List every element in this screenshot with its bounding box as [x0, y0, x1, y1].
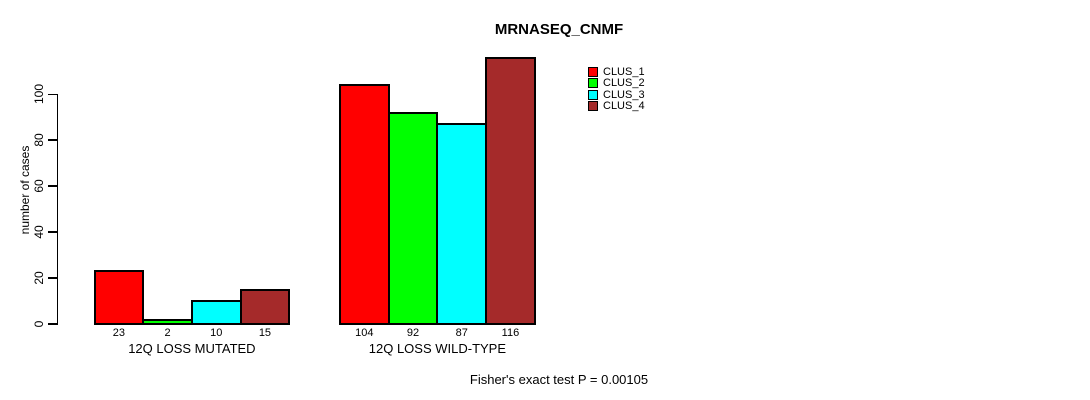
y-axis-tick-label: 80 — [32, 133, 46, 147]
y-axis-line — [56, 93, 58, 325]
bar-value-label: 2 — [164, 327, 171, 339]
y-axis-tick-label: 0 — [32, 320, 46, 328]
y-axis-tick — [48, 139, 58, 141]
legend-swatch-clus_4 — [588, 100, 598, 111]
legend-label-clus_1: CLUS_1 — [603, 66, 645, 78]
y-axis-tick — [48, 185, 58, 187]
legend-swatch-clus_1 — [588, 67, 598, 77]
chart-title: MRNASEQ_CNMF — [494, 21, 624, 38]
bar-value-label: 116 — [501, 327, 520, 339]
y-axis-tick-label: 20 — [32, 271, 46, 285]
bar-clus_3-group2 — [436, 123, 488, 326]
y-axis-tick-label: 100 — [32, 84, 46, 105]
legend-swatch-clus_3 — [588, 89, 598, 100]
legend-label-clus_2: CLUS_2 — [603, 77, 645, 90]
bar-clus_2-group1 — [142, 318, 193, 326]
bar-clus_4-group1 — [239, 288, 291, 326]
bar-value-label: 104 — [355, 327, 374, 339]
category-label-group2: 12Q LOSS WILD-TYPE — [368, 341, 507, 356]
y-axis-tick — [48, 277, 58, 279]
annotation-text: Fisher's exact test P = 0.00105 — [469, 372, 649, 387]
legend-label-clus_4: CLUS_4 — [603, 99, 645, 112]
y-axis-tick-label: 40 — [32, 225, 46, 239]
bar-value-label: 10 — [210, 327, 223, 339]
legend-swatch-clus_2 — [588, 78, 598, 89]
bar-value-label: 23 — [112, 327, 125, 339]
y-axis-title: number of cases — [18, 145, 32, 235]
bar-clus_4-group2 — [485, 56, 536, 326]
bar-clus_1-group2 — [339, 84, 390, 326]
bar-value-label: 15 — [258, 327, 272, 339]
y-axis-tick — [48, 323, 58, 325]
bar-value-label: 87 — [455, 327, 468, 339]
bar-value-label: 92 — [406, 327, 420, 339]
bar-clus_1-group1 — [93, 270, 145, 326]
bar-clus_2-group2 — [387, 111, 439, 326]
y-axis-tick — [48, 93, 58, 95]
y-axis-tick — [48, 231, 58, 233]
category-label-group1: 12Q LOSS MUTATED — [128, 341, 256, 356]
y-axis-tick-label: 60 — [32, 179, 46, 193]
legend-label-clus_3: CLUS_3 — [603, 88, 645, 101]
bar-clus_3-group1 — [190, 300, 242, 326]
